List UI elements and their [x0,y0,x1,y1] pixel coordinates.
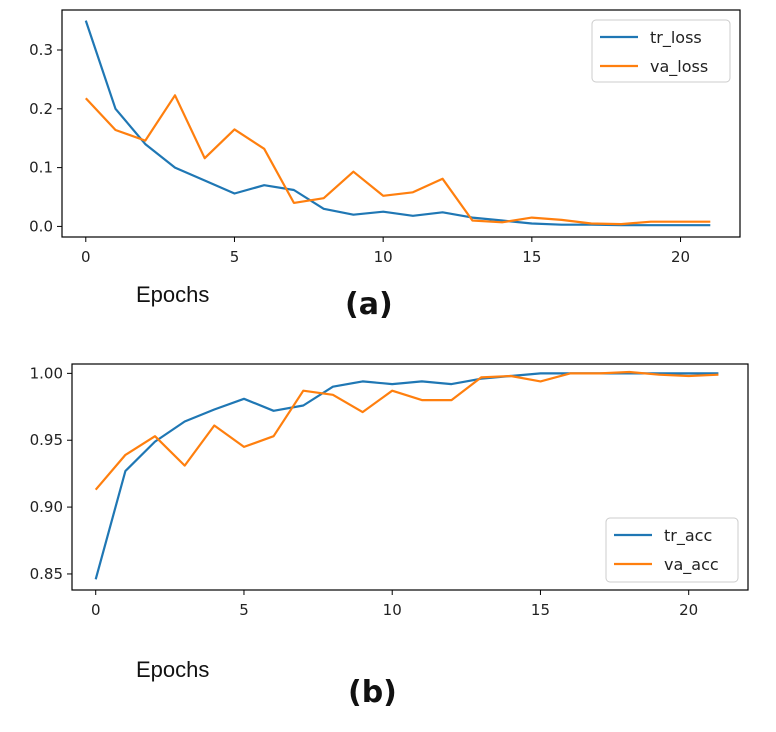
legend-label-va_acc: va_acc [664,555,719,575]
legend-label-va_loss: va_loss [650,57,708,77]
x-tick-label: 10 [383,601,402,619]
y-tick-label: 0.3 [29,41,53,59]
x-tick-label: 5 [239,601,249,619]
x-tick-label: 15 [531,601,550,619]
loss-chart-xlabel: Epochs [136,282,209,307]
accuracy-chart-xlabel: Epochs [136,657,209,682]
series-line-va_loss [84,94,711,226]
plot-frame [71,363,749,591]
y-tick-label: 0.85 [30,565,63,583]
legend-label-tr_acc: tr_acc [664,526,712,546]
y-tick-label: 1.00 [30,364,63,382]
y-tick-label: 0.1 [29,159,53,177]
x-tick-label: 15 [522,248,541,266]
legend: tr_acc va_acc [605,517,739,583]
x-tick-label: 5 [230,248,240,266]
plot-frame [61,9,741,238]
accuracy-chart-caption: (b) [348,675,397,710]
x-tick-label: 10 [374,248,393,266]
y-tick-label: 0.90 [30,498,63,516]
x-tick-label: 20 [679,601,698,619]
legend-label-tr_loss: tr_loss [650,28,702,48]
y-tick-label: 0.2 [29,100,53,118]
series-line-va_acc [94,370,719,491]
x-tick-label: 20 [671,248,690,266]
loss-chart: 0 5 10 15 20 0.0 0.1 0.2 0.3 tr_loss va_loss [29,9,741,266]
x-tick-label: 0 [81,248,91,266]
legend: tr_loss va_loss [591,19,731,83]
x-tick-label: 0 [91,601,101,619]
accuracy-chart: 0 5 10 15 20 0.85 0.90 0.95 1.00 tr_acc va_acc [30,363,749,619]
y-tick-label: 0.95 [30,431,63,449]
loss-chart-caption: (a) [345,287,393,322]
series-line-tr_loss [84,20,711,227]
y-tick-label: 0.0 [29,217,53,235]
